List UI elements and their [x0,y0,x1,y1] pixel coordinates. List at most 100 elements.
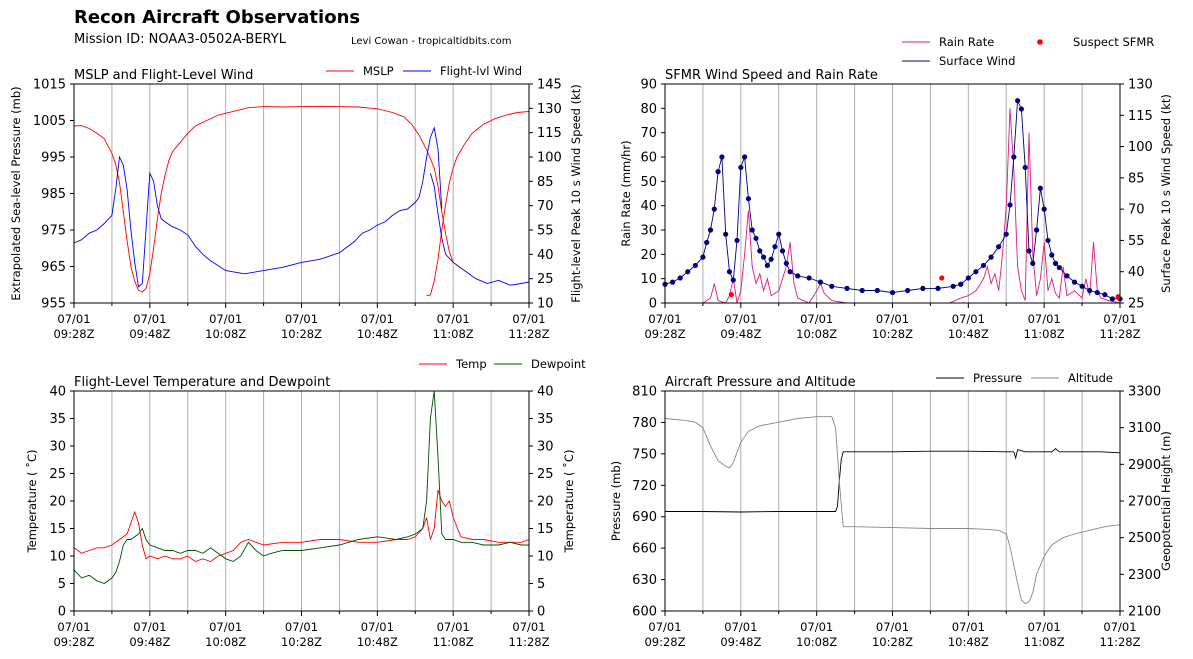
credit-label: Levi Cowan - tropicaltidbits.com [351,36,512,47]
y-tick-label: 1015 [33,78,66,93]
x-tick-label: 07/01 [952,620,985,634]
y2-tick-label: 70 [537,199,554,214]
data-point [1015,98,1021,104]
y-axis-label: Rain Rate (mm/hr) [619,140,633,246]
x-tick-label: 07/01 [1028,620,1061,634]
y2-tick-label: 55 [537,224,554,239]
data-point [965,275,971,281]
data-point [859,287,865,294]
x-tick-label: 07/01 [724,312,757,326]
data-point [1030,260,1036,266]
data-point [920,285,926,291]
chart-title: MSLP and Flight-Level Wind [74,68,253,83]
y2-tick-label: 2700 [1128,495,1161,510]
data-point [757,248,763,254]
data-point [1022,164,1028,171]
data-point [996,244,1002,250]
data-point [776,231,782,237]
chart-title: Flight-Level Temperature and Dewpoint [74,375,330,390]
x-tick-label: 07/01 [1028,312,1061,326]
data-point [905,287,911,294]
data-point [764,262,770,269]
x-tick-label: 07/01 [876,312,909,326]
data-point [795,273,801,279]
data-point [844,285,850,291]
y-tick-label: 0 [58,605,66,620]
y2-tick-label: 115 [1128,109,1153,124]
data-point [806,275,812,281]
y2-tick-label: 2100 [1128,605,1161,620]
data-point [738,164,744,171]
x-tick-label: 07/01 [512,620,545,634]
y2-tick-label: 3300 [1128,385,1161,400]
data-point [1087,287,1093,294]
x-tick-label: 07/01 [800,620,833,634]
x-tick-label: 09:28Z [644,635,685,649]
x-tick-label: 07/01 [57,312,90,326]
x-tick-label: 07/01 [512,312,545,326]
data-point [1018,106,1025,112]
y-tick-label: 80 [640,102,657,117]
data-point [768,256,774,262]
data-point [685,269,691,275]
y-tick-label: 50 [640,175,657,190]
chart-mslp: 9559659759859951005101510254055708510011… [9,64,583,341]
data-point [742,154,748,160]
y-tick-label: 10 [640,272,657,287]
data-point [753,235,759,241]
y2-tick-label: 30 [537,440,554,455]
y-axis-label: Pressure (mb) [609,461,623,541]
y2-tick-label: 130 [1128,78,1153,93]
x-tick-label: 09:28Z [53,635,94,649]
data-point [734,237,740,244]
y-tick-label: 60 [640,151,657,166]
x-tick-label: 09:48Z [129,635,170,649]
y2-tick-label: 85 [1128,171,1145,186]
legend-label: Rain Rate [939,35,994,49]
data-point [950,283,956,289]
x-tick-label: 11:28Z [508,635,549,649]
y-tick-label: 630 [632,573,657,588]
x-tick-label: 10:48Z [357,635,398,649]
series-line-pressure [665,448,1121,513]
y-tick-label: 35 [49,412,66,427]
x-tick-label: 10:28Z [281,635,322,649]
data-point [677,275,683,281]
data-point [935,285,941,291]
y2-tick-label: 20 [537,495,554,510]
y-tick-label: 600 [632,605,657,620]
y2-tick-label: 25 [1128,297,1145,312]
data-point [700,254,706,260]
data-point [1056,264,1062,271]
legend-label: Altitude [1068,371,1113,385]
x-tick-label: 11:28Z [1099,635,1140,649]
y2-tick-label: 10 [537,550,554,565]
y-tick-label: 690 [632,510,657,525]
y-tick-label: 10 [49,550,66,565]
data-point [783,260,789,266]
series-line-altitude [664,416,1121,605]
data-point [669,279,676,285]
legend-label: Suspect SFMR [1073,35,1154,49]
y2-tick-label: 115 [537,126,562,141]
y-tick-label: 720 [632,479,657,494]
x-tick-label: 07/01 [361,312,394,326]
y-tick-label: 20 [640,248,657,263]
y-tick-label: 20 [49,495,66,510]
series-line-flight-lvl-wind [73,126,443,288]
y2-tick-label: 25 [537,467,554,482]
data-point [730,277,736,283]
data-point [1071,279,1078,285]
x-tick-label: 11:08Z [1024,635,1065,649]
data-point [723,231,729,237]
y2-axis-label: Flight-level Peak 10 s Wind Speed (kt) [569,84,583,303]
y-tick-label: 810 [632,385,657,400]
y-axis-label: Extrapolated Sea-level Pressure (mb) [9,86,23,300]
y2-axis-label: Surface Peak 10 s Wind Speed (kt) [1159,94,1173,293]
x-tick-label: 07/01 [57,620,90,634]
y-tick-label: 975 [41,224,66,239]
legend-label: MSLP [363,64,394,78]
y2-tick-label: 85 [537,175,554,190]
data-point [711,206,717,212]
